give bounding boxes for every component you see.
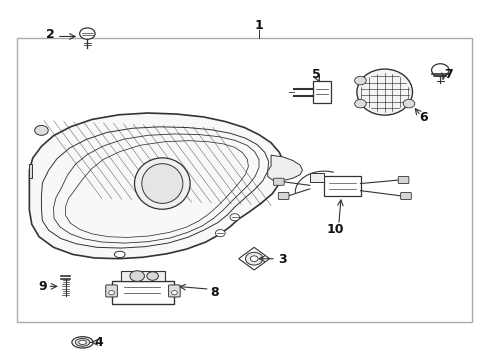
Circle shape bbox=[403, 99, 414, 108]
Polygon shape bbox=[267, 155, 302, 181]
Circle shape bbox=[130, 271, 144, 282]
FancyBboxPatch shape bbox=[312, 81, 330, 103]
Circle shape bbox=[354, 76, 366, 85]
FancyBboxPatch shape bbox=[105, 285, 117, 297]
Circle shape bbox=[354, 99, 366, 108]
Text: 3: 3 bbox=[278, 253, 286, 266]
Text: 1: 1 bbox=[254, 19, 263, 32]
Circle shape bbox=[108, 291, 114, 295]
FancyBboxPatch shape bbox=[111, 281, 174, 304]
Circle shape bbox=[215, 230, 224, 237]
Bar bbox=[17, 38, 471, 322]
Text: 10: 10 bbox=[326, 223, 344, 236]
Circle shape bbox=[229, 214, 239, 221]
Text: 9: 9 bbox=[38, 280, 47, 293]
FancyBboxPatch shape bbox=[324, 176, 360, 196]
Circle shape bbox=[431, 64, 448, 77]
Ellipse shape bbox=[142, 164, 183, 203]
Ellipse shape bbox=[356, 69, 412, 115]
Ellipse shape bbox=[75, 338, 90, 346]
Circle shape bbox=[250, 256, 258, 261]
Circle shape bbox=[80, 28, 95, 39]
Polygon shape bbox=[238, 247, 269, 270]
FancyBboxPatch shape bbox=[278, 192, 288, 199]
Ellipse shape bbox=[72, 337, 93, 348]
Circle shape bbox=[171, 291, 177, 295]
Text: 6: 6 bbox=[419, 111, 427, 124]
FancyBboxPatch shape bbox=[309, 173, 324, 182]
Circle shape bbox=[245, 252, 263, 265]
FancyBboxPatch shape bbox=[168, 285, 180, 297]
FancyBboxPatch shape bbox=[397, 176, 408, 184]
Ellipse shape bbox=[79, 340, 86, 345]
Ellipse shape bbox=[114, 251, 125, 258]
Circle shape bbox=[35, 125, 48, 135]
FancyBboxPatch shape bbox=[273, 178, 284, 185]
FancyBboxPatch shape bbox=[400, 192, 410, 199]
Text: 7: 7 bbox=[443, 68, 451, 81]
Polygon shape bbox=[29, 164, 32, 178]
Text: 4: 4 bbox=[95, 336, 103, 349]
Text: 2: 2 bbox=[46, 28, 55, 41]
Circle shape bbox=[146, 272, 158, 280]
FancyBboxPatch shape bbox=[121, 271, 164, 281]
Ellipse shape bbox=[134, 158, 190, 209]
Text: 5: 5 bbox=[311, 68, 320, 81]
Polygon shape bbox=[29, 113, 284, 259]
Text: 8: 8 bbox=[210, 286, 219, 299]
